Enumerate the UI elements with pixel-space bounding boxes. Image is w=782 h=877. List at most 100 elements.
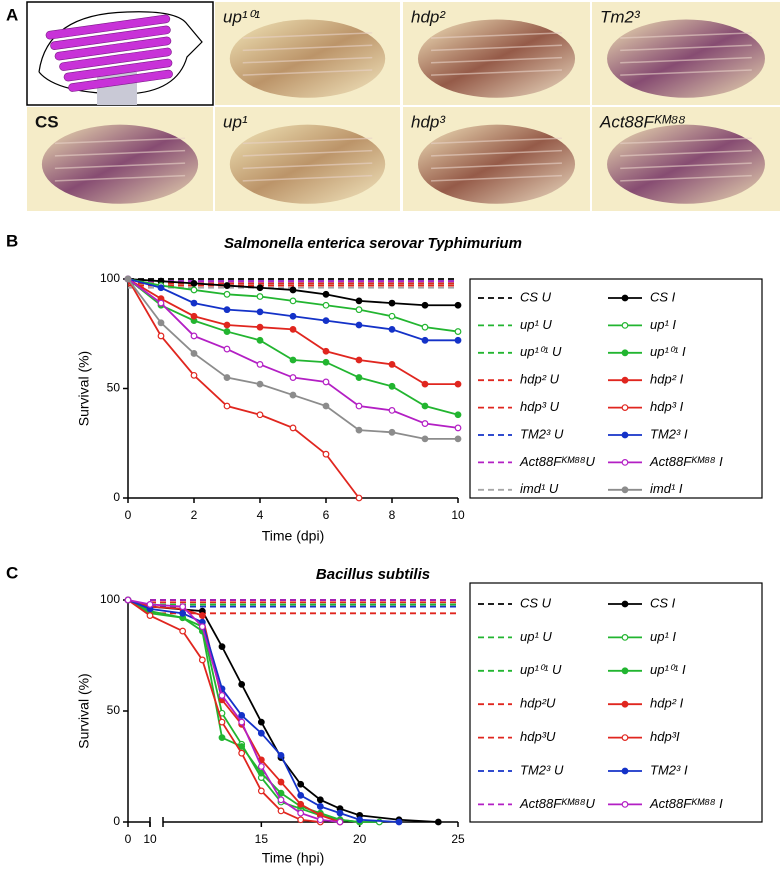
x-tick-label: 0 bbox=[125, 832, 132, 846]
data-point bbox=[421, 435, 429, 443]
legend-label: up¹ I bbox=[650, 317, 676, 332]
data-point bbox=[218, 643, 226, 651]
data-point bbox=[277, 796, 285, 804]
data-point bbox=[218, 734, 226, 742]
legend-label: CS I bbox=[650, 289, 676, 304]
data-point bbox=[421, 323, 429, 331]
legend-label: up¹ I bbox=[650, 629, 676, 644]
data-point bbox=[316, 796, 324, 804]
data-point bbox=[454, 380, 462, 388]
fiber-stripe bbox=[431, 32, 562, 39]
data-point bbox=[190, 332, 198, 340]
data-point bbox=[238, 718, 246, 726]
legend-label: Act88Fᴷᴹ⁸⁸U bbox=[519, 454, 595, 469]
data-point bbox=[277, 807, 285, 815]
data-point bbox=[179, 609, 187, 617]
legend-label: hdp² I bbox=[650, 372, 684, 387]
legend-label: up¹⁰¹ U bbox=[520, 662, 562, 677]
legend-marker bbox=[621, 459, 629, 466]
data-point bbox=[336, 809, 344, 817]
legend-label: TM2³ I bbox=[650, 762, 688, 777]
legend-label: CS U bbox=[520, 289, 552, 304]
fiber-stripe bbox=[242, 149, 373, 157]
image-label: hdp³ bbox=[411, 112, 446, 131]
data-point bbox=[256, 323, 264, 331]
data-point bbox=[355, 374, 363, 381]
x-axis-label: Time (dpi) bbox=[262, 528, 325, 544]
fiber-stripe bbox=[242, 69, 373, 76]
legend-label: Act88Fᴷᴹ⁸⁸ I bbox=[649, 796, 723, 811]
legend-label: hdp² U bbox=[520, 372, 560, 387]
data-point bbox=[297, 780, 305, 788]
fly-thorax bbox=[607, 19, 765, 98]
data-point bbox=[190, 371, 198, 379]
fiber-stripe bbox=[620, 56, 752, 64]
data-point bbox=[257, 718, 265, 726]
legend-marker bbox=[621, 431, 629, 439]
legend-label: Act88Fᴷᴹ⁸⁸ I bbox=[649, 454, 723, 469]
legend-marker bbox=[621, 667, 629, 675]
fiber-stripe bbox=[54, 162, 186, 170]
fiber-stripe bbox=[242, 162, 373, 170]
legend-marker bbox=[621, 600, 629, 608]
fiber-stripe bbox=[431, 149, 562, 157]
muscle-fiber bbox=[68, 69, 173, 92]
x-tick-label: 8 bbox=[389, 508, 396, 522]
data-point bbox=[190, 279, 198, 287]
data-point bbox=[355, 402, 363, 410]
data-point bbox=[238, 749, 246, 757]
legend-label: imd¹ U bbox=[520, 481, 559, 496]
data-point bbox=[223, 345, 231, 353]
y-axis-label: Survival (%) bbox=[76, 351, 92, 426]
fiber-stripe bbox=[620, 174, 752, 182]
chart-title: Bacillus subtilis bbox=[316, 566, 430, 583]
fiber-stripe bbox=[242, 137, 373, 145]
legend-label: hdp³ U bbox=[520, 399, 560, 414]
y-tick-label: 0 bbox=[113, 814, 120, 828]
data-point bbox=[223, 402, 231, 410]
data-point bbox=[238, 680, 246, 688]
data-point bbox=[454, 435, 462, 443]
data-point bbox=[289, 391, 297, 399]
legend-label: hdp³I bbox=[650, 729, 680, 744]
y-tick-label: 100 bbox=[100, 271, 120, 285]
data-point bbox=[256, 293, 264, 300]
legend-marker bbox=[621, 734, 629, 741]
legend-label: hdp² I bbox=[650, 696, 684, 711]
data-point bbox=[223, 328, 231, 335]
y-tick-label: 50 bbox=[107, 703, 121, 717]
fly-thorax bbox=[607, 124, 765, 204]
data-point bbox=[257, 763, 265, 770]
data-point bbox=[198, 656, 206, 664]
data-point bbox=[421, 420, 429, 427]
legend-label: hdp³U bbox=[520, 729, 556, 744]
data-point bbox=[277, 789, 285, 797]
data-point bbox=[179, 627, 187, 635]
image-label: hdp² bbox=[411, 7, 446, 26]
panel-label: A bbox=[6, 5, 18, 24]
x-tick-label: 10 bbox=[451, 508, 465, 522]
chart-title: Salmonella enterica serovar Typhimurium bbox=[224, 235, 522, 252]
data-point bbox=[421, 380, 429, 388]
legend-marker bbox=[621, 486, 629, 494]
data-point bbox=[322, 402, 330, 410]
legend-label: TM2³ U bbox=[520, 762, 564, 777]
y-tick-label: 100 bbox=[100, 592, 120, 606]
data-point bbox=[257, 729, 265, 737]
data-point bbox=[336, 818, 344, 826]
data-point bbox=[277, 778, 285, 786]
data-point bbox=[289, 356, 297, 364]
data-point bbox=[198, 623, 206, 631]
y-axis-label: Survival (%) bbox=[76, 673, 92, 748]
fiber-stripe bbox=[54, 137, 186, 145]
legend-marker bbox=[621, 634, 629, 641]
muscle-fiber bbox=[54, 36, 172, 61]
survival-line bbox=[127, 599, 380, 823]
legend-marker bbox=[621, 404, 629, 412]
image-label: Tm2³ bbox=[600, 7, 641, 26]
data-point bbox=[157, 284, 165, 292]
data-point bbox=[388, 407, 396, 414]
legend-box bbox=[469, 582, 763, 823]
data-point bbox=[190, 299, 198, 307]
data-point bbox=[289, 374, 297, 381]
